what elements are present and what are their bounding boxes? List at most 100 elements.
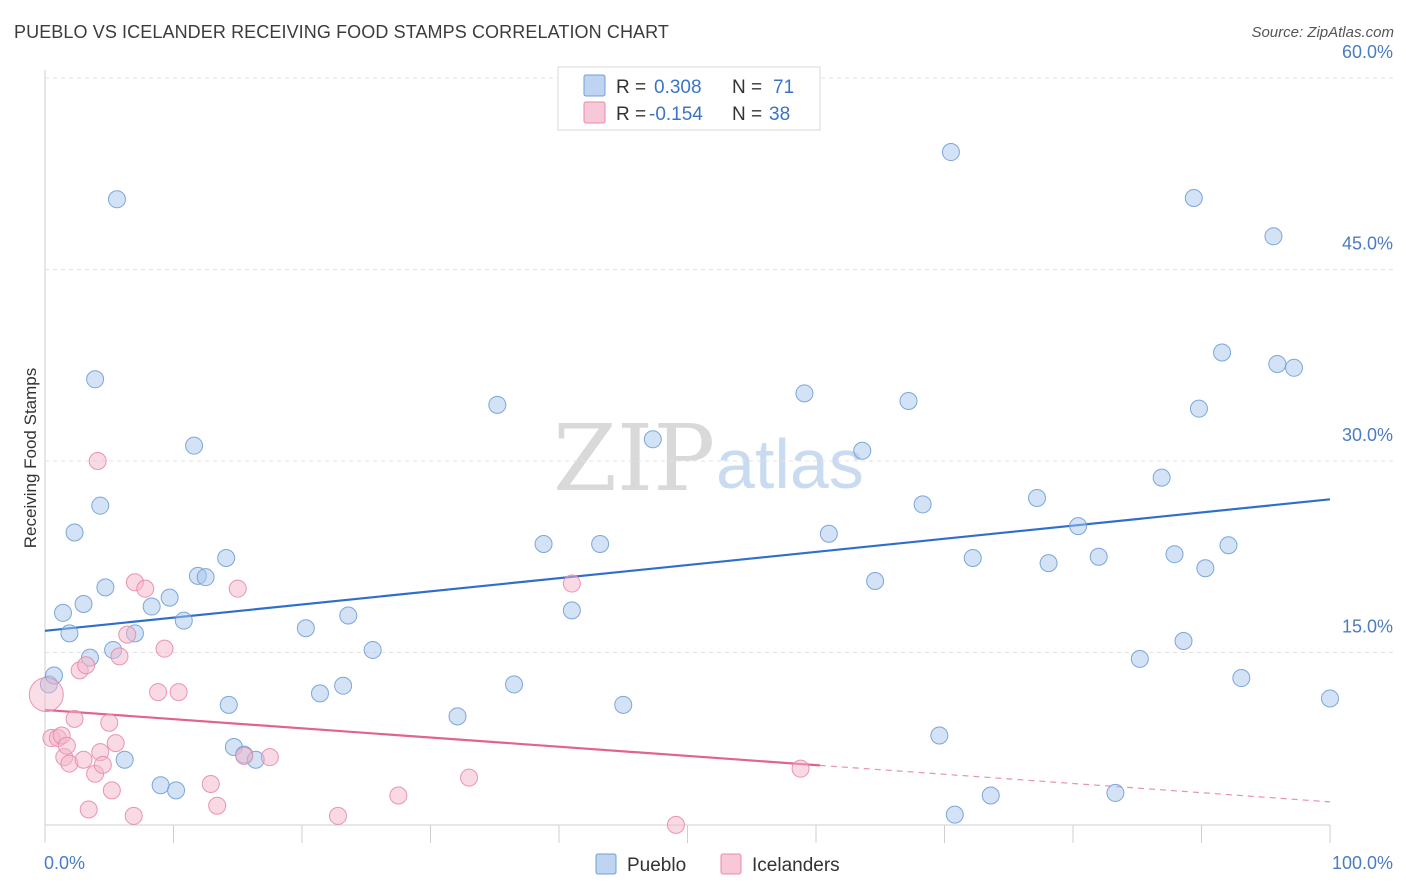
icelanders-point-13: [88, 452, 107, 470]
icelanders-point-32: [328, 806, 347, 825]
y-tick-label-2: 45.0%: [1342, 234, 1393, 254]
icelanders-point-16: [100, 713, 119, 732]
pueblo-point-7: [86, 370, 105, 389]
pueblo-point-63: [1213, 343, 1232, 362]
pueblo-point-38: [614, 695, 633, 714]
pueblo-point-18: [174, 611, 193, 630]
legend-r-value-icelanders: -0.154: [649, 104, 703, 125]
icelanders-trend-line: [44, 708, 820, 767]
pueblo-point-21: [196, 568, 215, 587]
icelanders-point-31: [260, 748, 279, 767]
x-tick-label-0: 0.0%: [44, 853, 85, 873]
pueblo-point-9: [96, 578, 115, 597]
pueblo-point-23: [219, 695, 238, 714]
icelanders-point-33: [389, 786, 408, 805]
pueblo-point-56: [1130, 649, 1149, 668]
pueblo-point-49: [963, 549, 982, 568]
icelanders-point-35: [562, 574, 581, 593]
pueblo-point-59: [1174, 632, 1193, 651]
pueblo-point-41: [819, 524, 838, 543]
icelanders-point-15: [93, 755, 112, 774]
pueblo-point-35: [534, 534, 553, 553]
pueblo-point-11: [107, 190, 126, 209]
pueblo-point-4: [65, 523, 84, 542]
icelanders-point-27: [201, 774, 220, 793]
pueblo-point-47: [941, 143, 960, 162]
pueblo-point-62: [1196, 559, 1215, 578]
icelanders-point-18: [106, 734, 125, 753]
trend-lines: [44, 498, 1331, 803]
pueblo-point-17: [167, 781, 186, 800]
grid-lines: [45, 77, 1395, 653]
icelanders-point-25: [155, 639, 174, 658]
icelanders-point-9: [74, 750, 93, 769]
pueblo-point-2: [53, 603, 72, 622]
y-tick-label-1: 30.0%: [1342, 425, 1393, 445]
pueblo-point-12: [115, 750, 134, 769]
x-tick-labels: 0.0% 100.0%: [44, 853, 1393, 873]
chart-title: PUEBLO VS ICELANDER RECEIVING FOOD STAMP…: [14, 22, 670, 42]
pueblo-point-52: [1039, 554, 1058, 573]
icelanders-point-24: [149, 683, 168, 702]
icelanders-point-21: [124, 806, 143, 825]
pueblo-point-19: [185, 436, 204, 455]
pueblo-point-50: [981, 786, 1000, 805]
pueblo-point-48: [945, 805, 964, 824]
pueblo-point-42: [853, 441, 872, 460]
pueblo-point-69: [1321, 689, 1339, 708]
legend-n-value-pueblo: 71: [773, 77, 794, 98]
pueblo-point-34: [505, 675, 524, 694]
pueblo-point-39: [643, 430, 662, 449]
pueblo-point-58: [1165, 545, 1184, 564]
pueblo-point-22: [217, 549, 236, 568]
pueblo-point-55: [1106, 783, 1125, 802]
pueblo-point-44: [899, 391, 918, 410]
pueblo-point-43: [866, 572, 885, 591]
pueblo-point-66: [1264, 227, 1283, 246]
icelanders-point-7: [65, 709, 84, 728]
data-points: [28, 143, 1339, 834]
legend-r-label-icelanders: R =: [616, 104, 646, 125]
pueblo-point-33: [488, 395, 507, 414]
pueblo-point-40: [795, 384, 814, 403]
pueblo-point-68: [1285, 358, 1304, 377]
pueblo-point-46: [930, 726, 949, 745]
pueblo-point-54: [1089, 547, 1108, 566]
pueblo-point-3: [60, 624, 79, 643]
icelanders-point-29: [228, 579, 247, 598]
pueblo-point-36: [562, 601, 581, 620]
icelanders-point-37: [791, 759, 810, 778]
pueblo-point-64: [1219, 536, 1238, 555]
legend-swatch-pueblo: [583, 74, 606, 97]
y-axis-label: Receiving Food Stamps: [21, 368, 40, 548]
pueblo-point-15: [151, 776, 170, 795]
pueblo-point-1: [44, 666, 63, 685]
pueblo-point-29: [334, 676, 353, 695]
pueblo-point-60: [1184, 189, 1203, 208]
legend-n-label-pueblo: N =: [732, 77, 762, 98]
icelanders-point-0: [28, 677, 64, 713]
icelanders-trend-line-dashed: [819, 764, 1331, 803]
legend-n-value-icelanders: 38: [769, 104, 790, 125]
watermark-zip: ZIP: [553, 405, 715, 512]
legend-swatch-icelanders: [583, 101, 606, 124]
axes: [44, 70, 1331, 843]
icelanders-point-19: [110, 647, 129, 666]
legend-r-label-pueblo: R =: [616, 77, 646, 98]
icelanders-point-28: [208, 796, 227, 815]
icelanders-point-20: [118, 625, 137, 644]
icelanders-point-30: [235, 746, 254, 765]
pueblo-point-31: [363, 640, 382, 659]
pueblo-point-45: [913, 495, 932, 514]
pueblo-point-30: [339, 606, 358, 625]
icelanders-point-17: [102, 781, 121, 800]
bottom-legend-swatch-pueblo: [595, 853, 617, 875]
watermark-atlas: atlas: [716, 425, 864, 503]
icelanders-point-23: [136, 579, 155, 598]
pueblo-point-28: [310, 684, 329, 703]
legend: R = 0.308 N = 71 R = -0.154 N = 38: [557, 66, 821, 131]
bottom-legend-label-pueblo: Pueblo: [627, 855, 686, 876]
pueblo-point-37: [591, 534, 610, 553]
pueblo-point-27: [296, 619, 315, 638]
legend-r-value-pueblo: 0.308: [654, 77, 702, 98]
